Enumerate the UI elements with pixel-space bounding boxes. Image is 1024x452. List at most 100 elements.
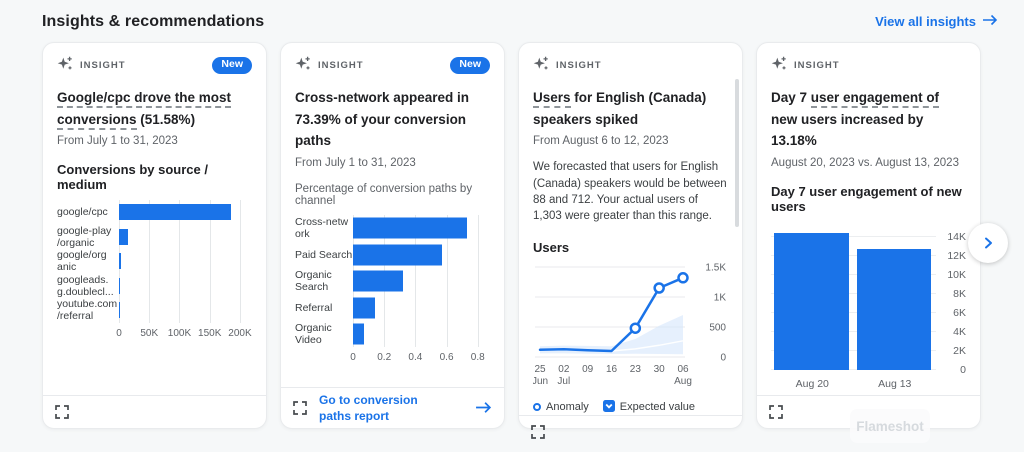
y-axis-tick-label: 8K [953,288,966,301]
expected-value-band [540,314,683,354]
bar [353,270,403,292]
y-axis-tick-label: 14K [947,231,966,244]
y-axis-tick-label: 6K [953,306,966,319]
insight-title[interactable]: Users for English (Canada) speakers spik… [533,90,707,127]
insight-title[interactable]: Google/cpc drove the most conversions (5… [57,87,252,130]
x-axis-tick-label: 02 [558,364,570,375]
insight-title[interactable]: Day 7 user engagement of new users incre… [771,90,940,149]
y-axis-tick-label: 500 [709,322,726,333]
panel-header: Insights & recommendations View all insi… [0,0,1024,31]
expand-icon[interactable] [767,403,785,421]
page-title: Insights & recommendations [42,13,265,30]
insight-title[interactable]: Cross-network appeared in 73.39% of your… [295,90,470,149]
x-axis-tick-label: 0 [116,327,122,339]
users-line-chart: 0 500 1K 1.5K 25 Jun 02 Jul 09 16 23 30 06 Aug [532,259,728,398]
insight-cards-row: INSIGHT New Google/cpc drove the most co… [0,31,1024,439]
bar [119,277,121,294]
legend-expected-value: Expected value [602,399,695,415]
insight-date-range: From July 1 to 31, 2023 [57,135,178,148]
bar [353,217,467,239]
insight-sparkle-icon [771,55,787,76]
bar-category-label: google-play /organic [57,224,112,249]
bar [353,323,364,345]
insight-card-users-spiked[interactable]: INSIGHT Users for English (Canada) speak… [518,42,743,439]
bar [856,248,932,370]
bar-track [119,200,246,225]
card-footer [519,414,742,448]
x-axis-tick-label: 200K [228,327,252,339]
view-all-insights-label: View all insights [875,14,976,29]
y-axis-tick-label: 0 [720,352,726,363]
insight-card-conversions[interactable]: INSIGHT New Google/cpc drove the most co… [42,42,267,429]
gridline [771,274,936,276]
bar-row: Cross-netw ork [295,215,490,242]
insight-card-cross-network[interactable]: INSIGHT New Cross-network appeared in 73… [280,42,505,429]
go-to-conversion-paths-report-link[interactable]: Go to conversion paths report [319,392,418,423]
scrollbar-thumb[interactable] [735,79,739,227]
bar-row: Paid Search [295,241,490,268]
conversion-paths-chart: Cross-netw ork Paid Search Organic Search R… [295,214,490,366]
bar-row: google-play /organic [57,225,252,250]
arrow-right-icon[interactable] [475,401,492,414]
bar-row: google/org anic [57,249,252,274]
bar-category-label: Organic Search [295,268,332,294]
new-badge: New [212,57,252,74]
gridline [771,255,936,257]
bar-track [353,294,484,321]
x-axis-tick-label: Aug 13 [878,377,912,390]
legend-anomaly: Anomaly [533,401,589,413]
bar-track [119,225,246,250]
card-header: INSIGHT New [295,55,490,76]
bar-chart-plot: google/cpc google-play /organic google/org… [57,200,252,323]
insight-label: INSIGHT [318,60,364,71]
x-axis: Aug 20 Aug 13 [771,378,936,390]
bar-category-label: youtube.com /referral [57,298,118,323]
view-all-insights-link[interactable]: View all insights [875,14,998,29]
gridline [771,368,936,370]
chart-caption: Percentage of conversion paths by channe… [295,182,473,207]
expand-icon[interactable] [529,423,547,441]
bar [119,228,129,245]
card-footer [757,395,980,428]
chart-legend: Anomaly Expected value [533,399,728,415]
new-badge: New [450,57,490,74]
bar [119,253,121,270]
bar-row: Referral [295,294,490,321]
anomaly-point [629,321,642,334]
gridline [446,214,448,348]
y-axis-tick-label: 0 [960,363,966,376]
insight-card-day7-engagement[interactable]: INSIGHT Day 7 user engagement of new use… [756,42,981,429]
bar-row: google/cpc [57,200,252,225]
bar-track [119,249,246,274]
x-axis-tick-label: 06 [677,364,689,375]
chart-title: Day 7 user engagement of new users [771,183,962,214]
forecast-description: We forecasted that users for English (Ca… [533,161,727,223]
gridline [771,330,936,332]
insight-label: INSIGHT [556,60,602,71]
bar [353,244,442,266]
y-axis: 14K 12K 10K 8K 6K 4K 2K 0 [936,228,966,376]
arrow-right-icon [982,14,998,29]
gridline [771,236,936,238]
bar-category-label: Cross-netw ork [295,215,349,241]
expand-icon[interactable] [53,403,71,421]
y-axis-tick-label: 1.5K [705,262,726,273]
bar-category-label: Organic Video [295,321,332,347]
expand-icon[interactable] [291,399,309,417]
card-header: INSIGHT [533,55,728,76]
anomaly-point [653,281,665,294]
bar-track [353,268,484,295]
next-cards-button[interactable] [968,223,1008,263]
insight-date-range: From August 6 to 12, 2023 [533,135,669,148]
x-axis-tick-label: 0.8 [470,352,485,364]
x-axis-tick-label: 30 [654,364,666,375]
gridline [477,214,479,348]
x-axis-tick-label: 50K [140,327,159,339]
bar [774,232,849,370]
conversions-by-source-chart: google/cpc google-play /organic google/org… [57,200,252,341]
x-axis-tick-label: 25 [534,364,546,375]
bar-track [119,274,246,299]
insight-label: INSIGHT [794,60,840,71]
x-axis-tick-label: 0.6 [439,352,454,364]
